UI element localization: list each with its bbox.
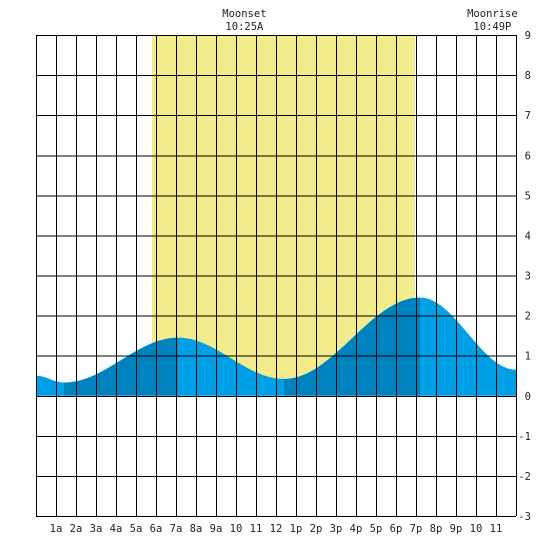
x-tick-label: 3a xyxy=(90,523,103,535)
y-tick-label: 1 xyxy=(525,351,531,363)
x-tick-label: 8p xyxy=(430,523,443,535)
x-tick-label: 1a xyxy=(50,523,63,535)
x-tick-label: 8a xyxy=(190,523,203,535)
x-tick-label: 2p xyxy=(310,523,323,535)
x-tick-label: 1p xyxy=(290,523,303,535)
x-tick-label: 6a xyxy=(150,523,163,535)
moon-event-label: Moonset xyxy=(222,8,266,20)
moon-event-time: 10:49P xyxy=(473,21,511,33)
y-tick-label: 2 xyxy=(525,311,531,323)
x-tick-label: 6p xyxy=(390,523,403,535)
x-tick-label: 9p xyxy=(450,523,463,535)
x-tick-label: 12 xyxy=(270,523,283,535)
x-tick-label: 11 xyxy=(250,523,263,535)
x-tick-label: 10 xyxy=(470,523,483,535)
tide-rising-segment xyxy=(284,297,420,396)
x-tick-label: 2a xyxy=(70,523,83,535)
tide-falling-segment xyxy=(420,297,516,396)
y-tick-label: 7 xyxy=(525,110,531,122)
x-tick-label: 11 xyxy=(490,523,503,535)
x-tick-label: 10 xyxy=(230,523,243,535)
y-tick-label: 6 xyxy=(525,150,531,162)
y-tick-label: -3 xyxy=(518,511,531,523)
tide-rising-segment xyxy=(64,337,178,396)
y-tick-label: -2 xyxy=(518,471,531,483)
x-tick-label: 7p xyxy=(410,523,423,535)
moon-event-label: Moonrise xyxy=(467,8,518,20)
x-tick-label: 3p xyxy=(330,523,343,535)
x-tick-label: 5a xyxy=(130,523,143,535)
y-tick-label: 4 xyxy=(525,230,531,242)
x-tick-label: 9a xyxy=(210,523,223,535)
y-tick-label: 3 xyxy=(525,271,531,283)
x-tick-label: 4a xyxy=(110,523,123,535)
y-tick-label: 0 xyxy=(525,391,531,403)
x-tick-label: 4p xyxy=(350,523,363,535)
y-tick-label: 8 xyxy=(525,70,531,82)
y-tick-label: 9 xyxy=(525,30,531,42)
y-tick-label: 5 xyxy=(525,190,531,202)
tide-falling-segment xyxy=(178,337,284,396)
x-tick-label: 7a xyxy=(170,523,183,535)
moon-event-time: 10:25A xyxy=(225,21,264,33)
y-tick-label: -1 xyxy=(518,431,531,443)
x-tick-label: 5p xyxy=(370,523,383,535)
